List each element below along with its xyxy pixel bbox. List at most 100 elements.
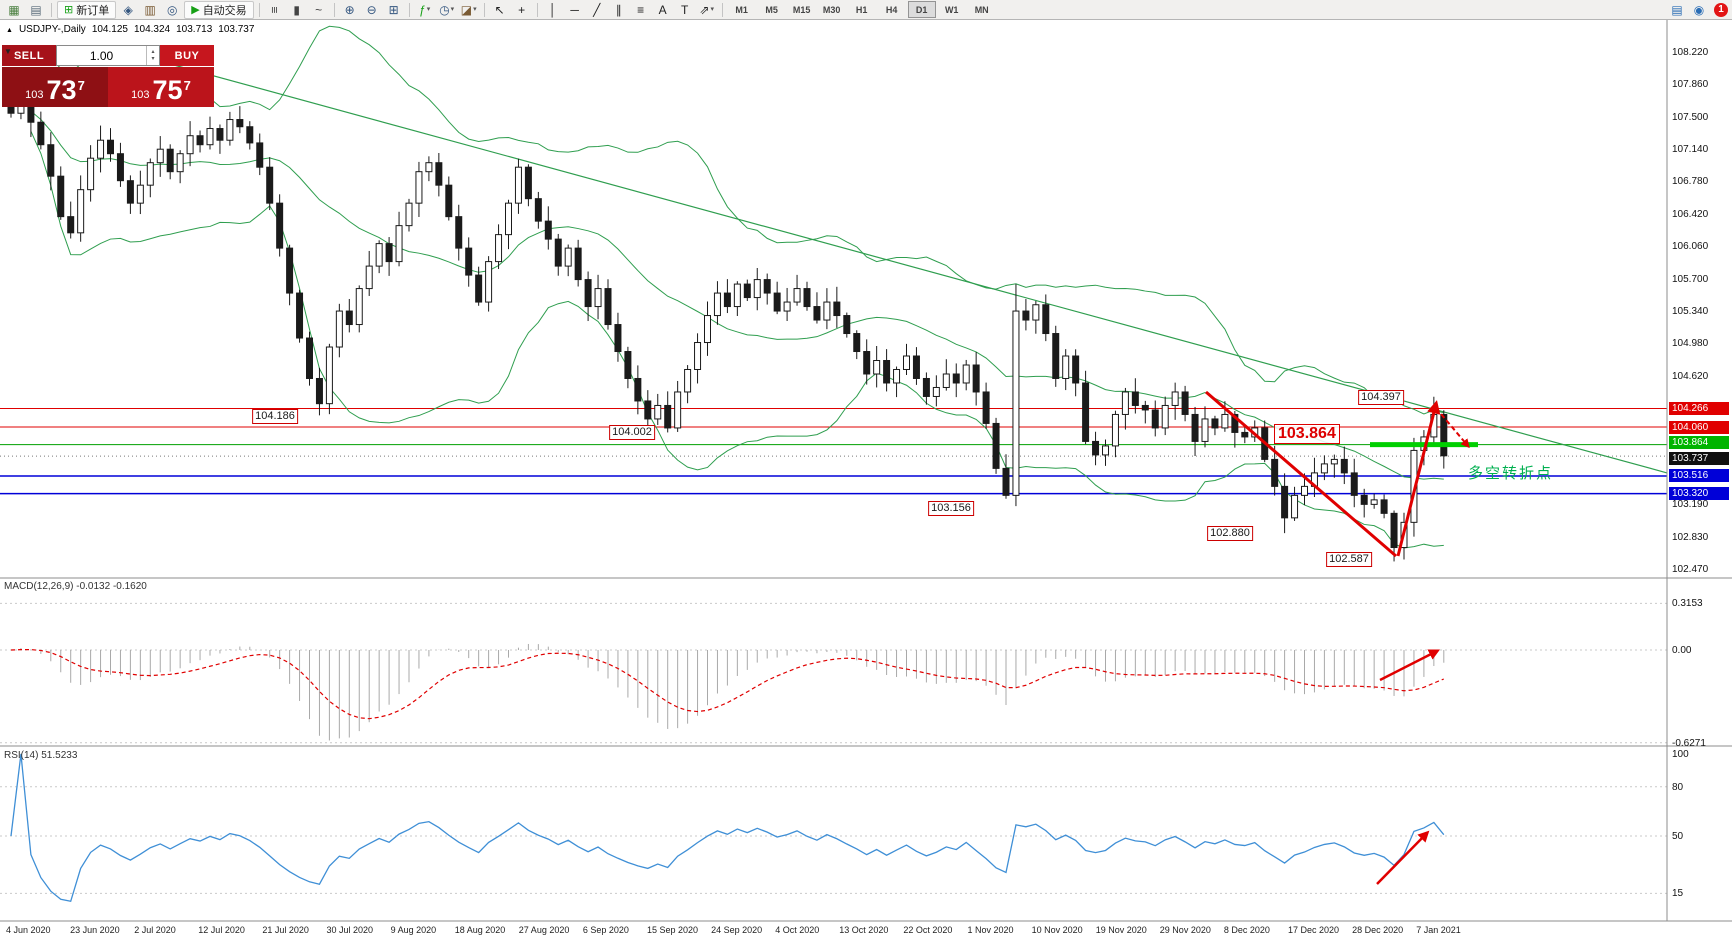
fibonacci-icon[interactable]: ≡ [637, 2, 645, 17]
equidistant-channel-icon[interactable]: ∥ [615, 2, 622, 17]
date-axis-label: 2 Jul 2020 [134, 925, 176, 935]
text-icon[interactable]: A [658, 2, 667, 17]
date-axis-label: 19 Nov 2020 [1095, 925, 1147, 935]
news-icon[interactable]: ◉ [1693, 2, 1705, 17]
notification-badge[interactable]: 1 [1714, 2, 1728, 17]
sell-button[interactable]: SELL [2, 45, 56, 66]
periods-icon[interactable]: ◷ ▾ [439, 2, 455, 17]
buy-button[interactable]: BUY [160, 45, 214, 66]
timeframe-button-w1[interactable]: W1 [944, 4, 959, 15]
rsi-panel[interactable] [0, 746, 1667, 921]
turning-point-text[interactable]: 多空转折点 [1468, 465, 1554, 482]
price-axis-tick: 108.220 [1672, 47, 1709, 58]
rsi-indicator-label: RSI(14) 51.5233 [4, 750, 78, 761]
buy-price[interactable]: 103 75 7 [108, 67, 214, 107]
chart-profiles-icon[interactable]: ▤ [30, 2, 42, 17]
swing-price-label[interactable]: 104.186 [252, 408, 298, 424]
zoom-in-icon[interactable]: ⊕ [344, 2, 355, 17]
candlestick-chart-icon[interactable]: ▮ [293, 2, 300, 17]
swing-price-label[interactable]: 104.002 [609, 425, 655, 441]
toolbar-separator [258, 2, 260, 17]
text-label-icon[interactable]: T [681, 2, 689, 17]
main-chart-panel[interactable] [0, 20, 1667, 578]
timeframe-button-m15[interactable]: M15 [792, 4, 811, 15]
price-axis-tick: 105.700 [1672, 273, 1709, 285]
price-axis-tick: 107.860 [1672, 79, 1709, 91]
date-axis-label: 30 Jul 2020 [326, 925, 374, 935]
date-axis-label: 4 Jun 2020 [6, 925, 51, 935]
sell-price-big: 73 [46, 75, 77, 105]
navigator-icon[interactable]: ◎ [166, 2, 178, 17]
date-axis-label: 17 Dec 2020 [1288, 925, 1340, 935]
data-window-icon[interactable]: ▥ [144, 2, 156, 17]
indicators-icon[interactable]: ƒ ▾ [419, 2, 431, 17]
date-axis-label: 6 Sep 2020 [582, 925, 629, 935]
trendline-icon[interactable]: ╱ [593, 2, 601, 17]
ohlc-high: 104.324 [133, 24, 171, 35]
horizontal-line-icon[interactable]: ─ [570, 2, 579, 17]
price-axis-highlight-104.060: 104.060 [1669, 420, 1729, 434]
date-axis-label: 15 Sep 2020 [647, 925, 699, 935]
timeframe-button-mn[interactable]: MN [974, 4, 989, 15]
date-axis-label: 8 Dec 2020 [1223, 925, 1270, 935]
toolbar-separator [483, 2, 485, 17]
date-axis-label: 18 Aug 2020 [454, 925, 506, 935]
cursor-icon[interactable]: ↖ [494, 2, 505, 17]
price-axis-highlight-103.737: 103.737 [1669, 451, 1729, 465]
ohlc-open: 104.125 [91, 24, 128, 35]
chat-icon[interactable]: ▤ [1671, 2, 1683, 17]
new-order-button-label: 新订单 [76, 4, 110, 17]
swing-price-label[interactable]: 104.397 [1358, 389, 1404, 405]
vertical-line-icon[interactable]: │ [548, 2, 557, 17]
line-chart-icon[interactable]: ~ [315, 2, 323, 17]
timeframe-button-d1[interactable]: D1 [907, 1, 936, 18]
tile-windows-icon[interactable]: ⊞ [388, 2, 399, 17]
market-watch-icon[interactable]: ◈ [123, 2, 133, 17]
timeframe-button-h4[interactable]: H4 [885, 4, 898, 15]
symbol-marker-icon: ▲ [6, 27, 13, 34]
timeframe-button-m5[interactable]: M5 [765, 4, 778, 15]
swing-price-label[interactable]: 102.587 [1326, 552, 1372, 568]
key-level-label[interactable]: 103.864 [1274, 424, 1340, 444]
bar-chart-icon[interactable]: ≡ [267, 5, 282, 14]
trade-panel-collapse-icon[interactable]: ▼ [4, 47, 12, 56]
swing-price-label[interactable]: 103.156 [928, 501, 974, 517]
sell-price-sup: 7 [77, 78, 85, 93]
price-axis-highlight-104.266: 104.266 [1669, 402, 1729, 416]
volume-value: 1.00 [89, 48, 114, 63]
date-axis-label: 29 Nov 2020 [1159, 925, 1211, 935]
arrows-icon[interactable]: ⇗ ▾ [699, 2, 714, 17]
date-axis-label: 7 Jan 2021 [1416, 925, 1461, 935]
timeframe-button-m30[interactable]: M30 [822, 4, 841, 15]
sell-price[interactable]: 103 73 7 [2, 67, 108, 107]
price-axis-tick: 106.060 [1672, 241, 1709, 253]
swing-price-label[interactable]: 102.880 [1207, 526, 1253, 542]
rsi-axis-tick: 100 [1672, 749, 1689, 760]
price-axis-tick: 106.780 [1672, 176, 1709, 188]
price-axis-highlight-103.320: 103.320 [1669, 487, 1729, 501]
price-axis-tick: 104.620 [1672, 370, 1709, 382]
symbol-name: USDJPY-,Daily [18, 24, 86, 35]
date-axis-label: 22 Oct 2020 [903, 925, 953, 935]
volume-stepper[interactable]: ▴ ▾ [146, 46, 159, 65]
new-chart-icon[interactable]: ▦ [8, 2, 20, 17]
autotrading-button[interactable]: ▶ 自动交易 [184, 0, 254, 19]
date-axis-label: 28 Dec 2020 [1352, 925, 1404, 935]
date-axis-label: 23 Jun 2020 [70, 925, 120, 935]
timeframe-button-h1[interactable]: H1 [855, 4, 868, 15]
price-axis-tick: 104.980 [1672, 338, 1709, 350]
buy-price-sup: 7 [183, 78, 191, 93]
timeframe-button-m1[interactable]: M1 [735, 4, 748, 15]
zoom-out-icon[interactable]: ⊖ [366, 2, 377, 17]
date-axis-label: 24 Sep 2020 [711, 925, 763, 935]
price-axis-tick: 107.500 [1672, 111, 1709, 123]
macd-panel[interactable] [0, 578, 1667, 746]
macd-axis-tick: 0.00 [1672, 645, 1692, 656]
volume-input[interactable]: 1.00 ▴ ▾ [56, 45, 160, 66]
crosshair-icon[interactable]: + [518, 2, 526, 17]
new-order-button[interactable]: ⊞ 新订单 [57, 0, 117, 19]
templates-icon[interactable]: ◪ ▾ [460, 2, 477, 17]
date-axis-label: 4 Oct 2020 [775, 925, 820, 935]
